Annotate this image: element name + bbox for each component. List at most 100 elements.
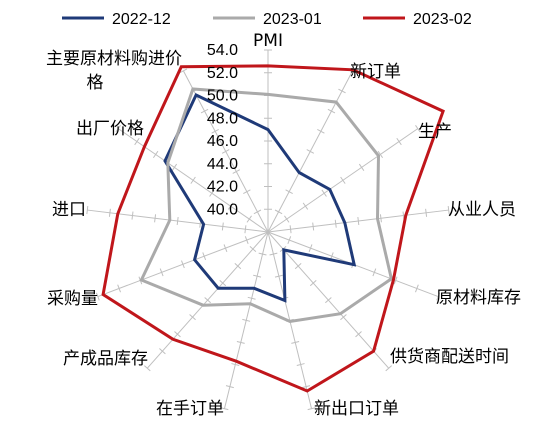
axis-tick-mark	[415, 284, 419, 293]
radar-series	[101, 64, 445, 393]
axis-tick-mark	[219, 280, 227, 287]
axis-label: 生产	[418, 122, 452, 142]
axis-tick-mark	[285, 189, 293, 195]
axis-tick-mark	[269, 252, 278, 256]
axis-tick-mark	[227, 202, 234, 210]
legend: 2022-12 2023-01 2023-02	[62, 11, 472, 28]
tick-labels: 40.0 42.0 44.0 46.0 48.0 50.0 52.0 54.0	[207, 42, 238, 218]
tick-label: 50.0	[207, 88, 238, 105]
axis-tick-mark	[117, 284, 121, 293]
axis-tick-mark	[358, 163, 365, 171]
axis-tick-mark	[340, 314, 347, 321]
axis-tick-mark	[274, 274, 283, 278]
tick-label: 48.0	[207, 110, 238, 127]
axis-tick-mark	[287, 236, 292, 244]
axis-tick-mark	[86, 206, 89, 215]
axis-tick-mark	[312, 222, 315, 231]
axis-tick-mark	[334, 219, 337, 228]
axis-label: 出厂价格	[76, 119, 144, 139]
axis-tick-mark	[211, 128, 219, 134]
axis-tick-mark	[377, 150, 384, 159]
axis-tick-mark	[274, 209, 283, 215]
axis-tick-mark	[308, 244, 313, 253]
axis-tick-mark	[379, 214, 382, 223]
axis-tick-mark	[154, 214, 157, 223]
axis-tick-mark	[179, 68, 188, 74]
axis-tick-mark	[152, 150, 159, 159]
tick-label: 44.0	[207, 156, 238, 173]
axis-tick-mark	[289, 225, 292, 234]
axis-tick-mark	[95, 292, 100, 301]
axis-tick-mark	[258, 252, 267, 256]
axis-label: 采购量	[47, 289, 98, 309]
axis-tick-mark	[234, 263, 242, 270]
axis-tick-mark	[143, 365, 151, 372]
axis-tick-mark	[253, 209, 262, 215]
axis-tick-mark	[176, 217, 179, 226]
axis-tick-mark	[327, 108, 336, 114]
axis-tick-mark	[291, 341, 300, 344]
axis-tick-mark	[355, 331, 362, 338]
axis-tick-mark	[309, 280, 317, 287]
axis-tick-mark	[296, 363, 305, 366]
axis-tick-mark	[171, 163, 178, 171]
axis-tick-mark	[204, 297, 211, 304]
axis-tick-mark	[181, 260, 185, 269]
tick-label: 42.0	[207, 179, 238, 196]
axis-label: 格	[87, 73, 104, 93]
axis-tick-mark	[190, 176, 196, 184]
axis-label: 原材料库存	[436, 288, 521, 308]
axis-tick-mark	[244, 236, 249, 244]
axis-label: 从业人员	[448, 200, 516, 220]
axis-tick-mark	[159, 348, 166, 355]
legend-label: 2023-02	[413, 11, 472, 28]
axis-tick-mark	[131, 211, 134, 220]
axis-tick-mark	[209, 189, 215, 197]
axis-label: 主要原材料购进价	[46, 49, 182, 69]
axis-tick-mark	[108, 208, 111, 217]
axis-tick-mark	[302, 202, 309, 210]
axis-tick-mark	[174, 331, 181, 338]
axis-label: 供货商配送时间	[390, 347, 509, 367]
axis-tick-mark	[415, 125, 421, 133]
axis-label: 在手订单	[156, 399, 224, 419]
axis-tick-mark	[338, 88, 346, 94]
axis-tick-mark	[134, 137, 140, 146]
axis-tick-mark	[232, 169, 241, 174]
axis-label: 进口	[52, 200, 86, 220]
series-line-2023-01	[139, 87, 394, 324]
axis-tick-mark	[223, 244, 228, 253]
axis-tick-mark	[357, 217, 360, 226]
axis-tick-mark	[284, 215, 290, 223]
axis-tick-mark	[321, 189, 327, 197]
axis-tick-mark	[425, 208, 428, 217]
axis-tick-mark	[253, 274, 262, 278]
axis-tick-mark	[249, 246, 257, 253]
axis-tick-mark	[294, 263, 302, 270]
axis-tick-mark	[242, 318, 251, 322]
axis-tick-mark	[246, 215, 252, 223]
series-line-2022-12	[163, 92, 357, 303]
axis-tick-mark	[243, 189, 251, 195]
tick-label: 52.0	[207, 65, 238, 82]
axis-tick-mark	[385, 365, 393, 372]
axis-tick-mark	[317, 128, 325, 134]
axis-tick-mark	[202, 252, 207, 261]
axis-tick-mark	[372, 268, 377, 277]
tick-label: 46.0	[207, 133, 238, 150]
axis-label: PMI	[253, 31, 283, 51]
axis-tick-mark	[340, 176, 346, 184]
axis-tick-mark	[221, 149, 230, 154]
axis-tick-mark	[115, 125, 121, 133]
axis-tick-mark	[247, 296, 256, 300]
axis-label: 产成品库存	[63, 349, 148, 369]
axis-tick-mark	[221, 222, 224, 231]
axis-tick-mark	[325, 297, 332, 304]
series-line-2023-02	[101, 64, 445, 393]
legend-label: 2023-01	[263, 11, 322, 28]
legend-label: 2022-12	[112, 11, 171, 28]
axis-tick-mark	[231, 363, 240, 366]
